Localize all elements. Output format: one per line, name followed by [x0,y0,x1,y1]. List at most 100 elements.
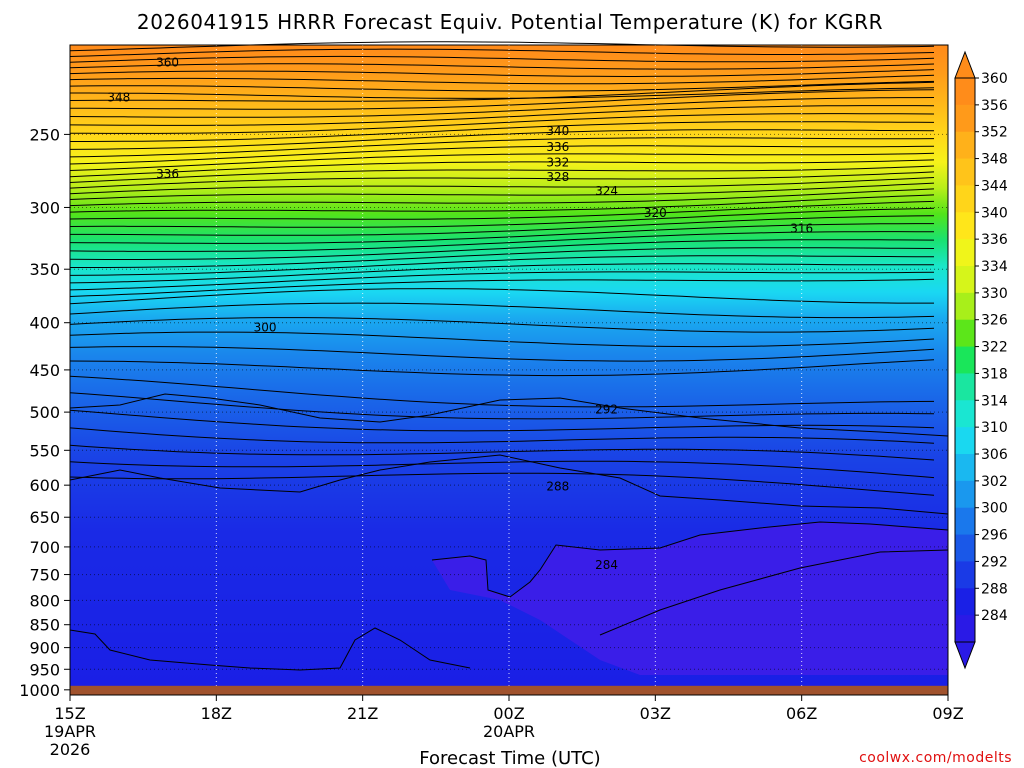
contour-line [69,177,935,195]
contour-line [69,454,949,515]
colorbar-segment [955,78,975,106]
colorbar-segment [955,346,975,374]
colorbar-label: 352 [981,125,1008,141]
colorbar-segment [955,615,975,643]
y-tick-label: 850 [29,616,60,635]
contour-line [69,113,935,134]
contour-label: 332 [546,155,569,169]
contour-line [69,55,935,63]
chart-title: 2026041915 HRRR Forecast Equiv. Potentia… [137,10,883,34]
contour-line [69,48,935,57]
colorbar: 360 356 352 348 344 340 336 334 330 326 322 318 314 3… [954,50,1008,670]
contour-line [69,105,935,126]
colorbar-label: 284 [981,608,1008,624]
colorbar-label: 330 [981,286,1008,302]
contour-labels: 3603483363403363323283243203163002922882… [107,56,813,572]
y-tick-label: 500 [29,403,60,422]
colorbar-label: 344 [981,178,1008,194]
contour-line [69,472,935,496]
contour-line [70,89,935,110]
contour-line [69,359,935,377]
contour-line [69,188,935,207]
x-tick-label: 06Z [786,704,817,723]
colorbar-label: 340 [981,205,1008,221]
contour-line [69,152,935,171]
y-tick-label: 450 [29,361,60,380]
contour-line [69,375,935,408]
x-axis-label: Forecast Time (UTC) [419,748,600,768]
colorbar-bottom-arrow [954,641,976,670]
y-tick-label: 700 [29,538,60,557]
colorbar-label: 310 [981,420,1008,436]
contour-line [69,80,935,92]
colorbar-segment [955,480,975,509]
colorbar-label: 360 [981,71,1008,87]
contour-line [69,145,935,165]
colorbar-segment [955,212,975,240]
colorbar-label: 322 [981,340,1008,356]
violet-region [432,522,948,675]
colorbar-segment [955,454,975,482]
contour-line [70,121,935,142]
colorbar-label: 314 [981,393,1008,409]
colorbar-label: 306 [981,447,1008,463]
contour-line [69,69,935,78]
contour-label: 360 [156,56,179,70]
contour-line [69,200,935,220]
y-tick-label: 900 [29,639,60,658]
colorbar-label: 300 [981,501,1008,517]
contour-line [69,231,934,252]
contour-line [70,215,935,236]
x-tick-label: 21Z [347,704,378,723]
y-tick-label: 750 [29,566,60,585]
colorbar-segment [955,266,975,294]
colorbar-label: 296 [981,528,1008,544]
y-tick-label: 300 [29,198,60,217]
colorbar-segment [955,185,975,213]
contour-line [69,278,935,297]
contour-line [69,239,935,260]
contour-line [69,41,935,52]
colorbar-segment [955,131,975,160]
x-tick-date: 20APR [483,722,535,741]
colorbar-label: 302 [981,474,1008,490]
contour-line [69,392,935,420]
contour-label: 328 [546,170,569,184]
colorbar-segment [955,507,975,536]
colorbar-segment [955,104,975,133]
contour-line [69,627,471,671]
contour-line [69,460,935,479]
contour-line [69,207,935,228]
colorbar-segment [955,239,975,267]
contour-line [69,346,935,362]
colorbar-label: 326 [981,313,1008,329]
contour-line [69,302,935,319]
plot-area: 3603483363403363323283243203163002922882… [69,41,949,696]
y-axis: 250 300 350 400 450 500 550 600 650 700 750 800 850 9… [19,125,70,700]
contour-line [69,97,935,118]
colorbar-segment [955,534,975,562]
colorbar-segment [955,427,975,455]
contour-line [431,521,949,598]
contour-label: 316 [790,221,813,235]
y-tick-label: 400 [29,314,60,333]
contour-label: 288 [546,479,569,493]
contour-line [70,247,935,268]
contour-line [69,171,935,189]
contour-line [69,255,934,276]
contour-line [69,393,949,437]
y-tick-label: 350 [29,260,60,279]
contour-label: 300 [254,321,277,335]
y-tick-label: 950 [29,660,60,679]
contour-line [599,549,949,636]
colorbar-segment [955,319,975,348]
colorbar-label: 318 [981,366,1008,382]
contour-line [69,194,935,213]
colorbar-label: 356 [981,98,1008,114]
colorbar-segment [955,292,975,321]
colorbar-segment [955,158,975,186]
y-tick-label: 800 [29,591,60,610]
colorbar-segment [955,588,975,616]
contour-label: 324 [595,184,618,198]
